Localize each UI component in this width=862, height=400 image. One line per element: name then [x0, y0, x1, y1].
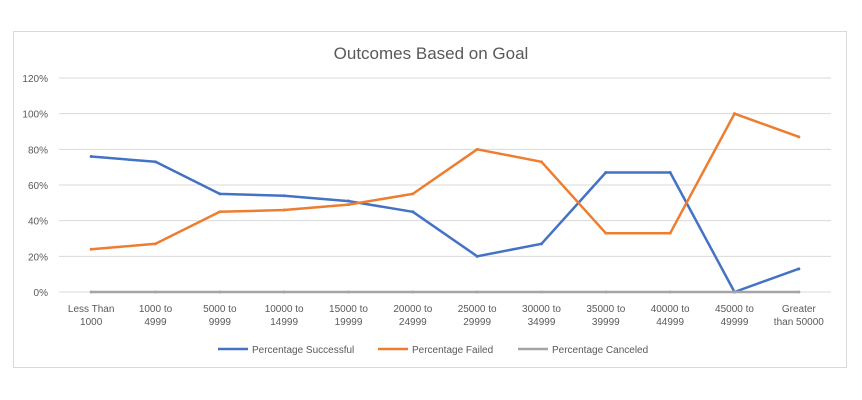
- gridlines: [59, 77, 831, 293]
- data-point: [218, 192, 222, 196]
- data-point: [540, 160, 543, 164]
- data-point: [154, 160, 157, 164]
- data-point: [154, 242, 157, 246]
- y-tick-label: 100%: [22, 110, 48, 121]
- data-point: [668, 290, 672, 294]
- x-tick-label: 20000 to 24999: [393, 304, 432, 328]
- x-tick-label: 35000 to 39999: [586, 304, 625, 328]
- legend-label: Percentage Successful: [252, 345, 354, 356]
- data-point: [797, 290, 801, 294]
- series-lines: [89, 112, 801, 294]
- data-point: [411, 210, 415, 214]
- data-point: [89, 154, 93, 158]
- data-point: [668, 231, 672, 235]
- data-point: [540, 242, 543, 246]
- x-tick-label: 5000 to 9999: [203, 304, 237, 328]
- series-line-percentage-successful: [89, 155, 801, 294]
- y-tick-label: 120%: [22, 74, 48, 85]
- x-tick-label: 45000 to 49999: [715, 304, 754, 328]
- series-line-percentage-failed: [89, 112, 801, 251]
- chart-title: Outcomes Based on Goal: [334, 44, 529, 63]
- x-axis: Less Than 1000 1000 to 4999 5000 to 9999 10000…: [68, 304, 824, 328]
- x-tick-label: 10000 to 14999: [265, 304, 304, 328]
- x-tick-label: 30000 to 34999: [522, 304, 561, 328]
- data-point: [89, 290, 93, 294]
- data-point: [604, 231, 608, 235]
- data-point: [347, 199, 350, 203]
- x-tick-label: 1000 to 4999: [139, 304, 173, 328]
- y-tick-label: 60%: [28, 181, 48, 192]
- data-point: [475, 290, 479, 294]
- x-tick-label: Less Than 1000: [68, 304, 115, 328]
- x-tick-label: 25000 to 29999: [458, 304, 497, 328]
- y-tick-label: 40%: [28, 217, 48, 228]
- chart-area: [13, 31, 847, 368]
- data-point: [282, 290, 286, 294]
- data-point: [347, 203, 350, 207]
- data-point: [347, 290, 350, 294]
- data-point: [218, 290, 222, 294]
- data-point: [282, 208, 286, 212]
- legend-label: Percentage Canceled: [552, 345, 648, 356]
- y-tick-label: 20%: [28, 252, 48, 263]
- x-tick-label: 40000 to 44999: [651, 304, 690, 328]
- x-tick-label: 15000 to 19999: [329, 304, 368, 328]
- data-point: [475, 147, 479, 151]
- data-point: [540, 290, 543, 294]
- y-tick-label: 0%: [34, 288, 49, 299]
- data-point: [797, 267, 801, 271]
- legend: Percentage Successful Percentage Failed Pe…: [218, 345, 648, 356]
- data-point: [733, 290, 736, 294]
- data-point: [89, 247, 93, 251]
- legend-label: Percentage Failed: [412, 345, 493, 356]
- x-tick-label: Greater than 50000: [774, 304, 824, 328]
- data-point: [218, 210, 222, 214]
- data-point: [733, 112, 736, 116]
- data-point: [282, 194, 286, 198]
- y-axis: 0% 20% 40% 60% 80% 100% 120%: [22, 74, 48, 299]
- y-tick-label: 80%: [28, 145, 48, 156]
- data-point: [411, 290, 415, 294]
- data-point: [475, 254, 479, 258]
- data-point: [668, 171, 672, 175]
- data-point: [797, 135, 801, 139]
- data-point: [604, 171, 608, 175]
- data-point: [154, 290, 157, 294]
- data-point: [411, 192, 415, 196]
- data-point: [604, 290, 608, 294]
